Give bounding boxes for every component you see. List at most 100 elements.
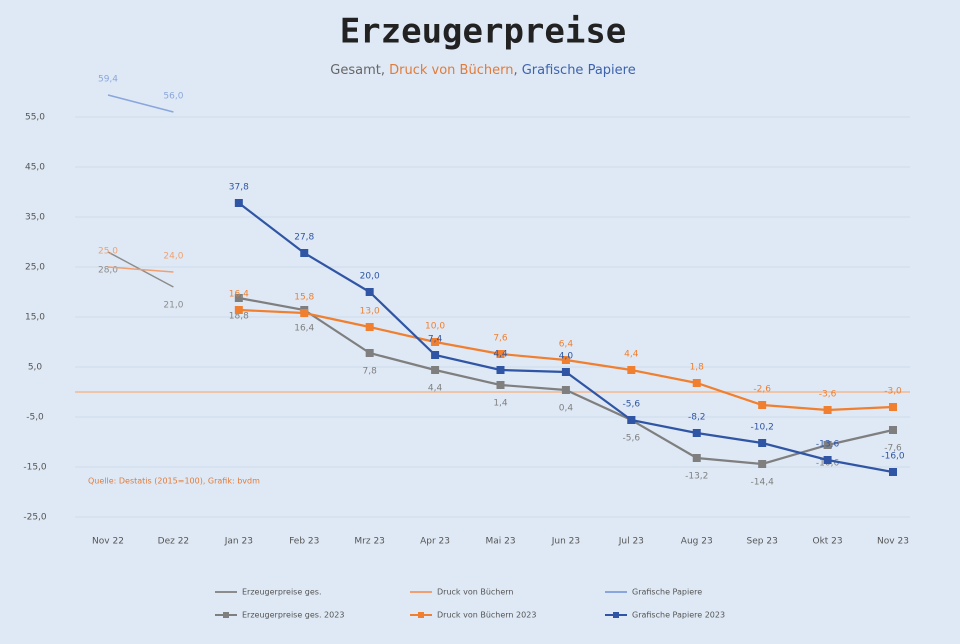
subtitle-part: ,	[381, 63, 389, 78]
data-label: -5,6	[623, 434, 641, 444]
data-label: 4,4	[624, 350, 639, 360]
data-label: 27,8	[294, 233, 314, 243]
legend-label: Druck von Büchern 2023	[437, 611, 536, 620]
data-label: 6,4	[559, 340, 574, 350]
point-marker	[561, 386, 570, 394]
point-marker	[692, 429, 701, 437]
y-tick-label: 25,0	[25, 263, 45, 273]
y-tick-label: 55,0	[25, 113, 45, 123]
data-label: 59,4	[98, 75, 118, 85]
point-marker	[496, 350, 505, 358]
y-tick-label: -25,0	[23, 513, 47, 523]
point-marker	[561, 368, 570, 376]
y-tick-label: -5,0	[26, 413, 44, 423]
data-label: 7,6	[493, 334, 508, 344]
x-tick-label: Jun 23	[551, 537, 580, 547]
data-label: 24,0	[163, 252, 183, 262]
data-label: 1,4	[493, 399, 508, 409]
data-label: -2,6	[753, 385, 771, 395]
legend-label: Grafische Papiere	[632, 588, 702, 597]
legend-label: Druck von Büchern	[437, 588, 514, 597]
data-label: -3,6	[819, 390, 837, 400]
data-label: 15,8	[294, 293, 314, 303]
point-marker	[496, 381, 505, 389]
subtitle-part: Gesamt	[330, 63, 381, 78]
point-marker	[365, 349, 374, 357]
data-label: 13,0	[360, 307, 380, 317]
y-tick-label: 35,0	[25, 213, 45, 223]
point-marker	[365, 288, 374, 296]
point-marker	[889, 426, 897, 434]
x-tick-label: Nov 22	[92, 537, 124, 547]
point-marker	[561, 356, 570, 364]
data-label: 4,4	[493, 350, 508, 360]
point-marker	[431, 351, 440, 359]
subtitle-part: ,	[513, 63, 521, 78]
x-tick-label: Jul 23	[618, 537, 644, 547]
data-label: -13,6	[816, 440, 840, 450]
data-label: 25,0	[98, 247, 118, 257]
point-marker	[823, 456, 832, 464]
x-tick-label: Mai 23	[485, 537, 515, 547]
point-marker	[823, 441, 832, 449]
data-label: -16,0	[881, 452, 905, 462]
data-label: 1,8	[690, 363, 705, 373]
data-label: 16,4	[294, 324, 314, 334]
subtitle-part: Grafische Papiere	[522, 63, 636, 78]
series-line	[107, 266, 174, 273]
annotation: Quelle: Destatis (2015=100), Grafik: bvd…	[88, 477, 260, 486]
point-marker	[365, 323, 374, 331]
point-marker	[234, 294, 243, 302]
subtitle-part: Druck von Büchern	[389, 63, 513, 78]
data-label: 21,0	[163, 301, 183, 311]
point-marker	[758, 460, 767, 468]
x-tick-label: Nov 23	[877, 537, 909, 547]
legend-label: Grafische Papiere 2023	[632, 611, 725, 620]
data-label: 16,4	[229, 290, 249, 300]
y-tick-label: 15,0	[25, 313, 45, 323]
data-label: 10,0	[425, 322, 445, 332]
x-tick-label: Mrz 23	[354, 537, 385, 547]
point-marker	[234, 306, 243, 314]
point-marker	[889, 468, 897, 476]
legend-label: Erzeugerpreise ges.	[242, 588, 322, 597]
point-marker	[234, 199, 243, 207]
legend-marker	[418, 612, 424, 618]
x-tick-label: Aug 23	[681, 537, 713, 547]
series-line	[107, 94, 174, 113]
point-marker	[300, 309, 309, 317]
y-tick-label: 45,0	[25, 163, 45, 173]
point-marker	[431, 366, 440, 374]
x-tick-label: Apr 23	[420, 537, 450, 547]
point-marker	[758, 439, 767, 447]
data-label: 28,0	[98, 266, 118, 276]
x-tick-label: Feb 23	[289, 537, 319, 547]
point-marker	[431, 338, 440, 346]
chart-title: Erzeugerpreise	[340, 12, 627, 52]
data-label: 0,4	[559, 404, 574, 414]
data-label: 37,8	[229, 183, 249, 193]
data-label: 56,0	[163, 92, 183, 102]
point-marker	[627, 416, 636, 424]
point-marker	[627, 366, 636, 374]
x-tick-label: Jan 23	[224, 537, 253, 547]
point-marker	[692, 379, 701, 387]
data-label: 4,0	[559, 352, 574, 362]
legend-label: Erzeugerpreise ges. 2023	[242, 611, 344, 620]
data-label: -13,2	[685, 472, 708, 482]
point-marker	[496, 366, 505, 374]
legend-marker	[223, 612, 229, 618]
point-marker	[692, 454, 701, 462]
data-label: -5,6	[623, 400, 641, 410]
legend-marker	[613, 612, 619, 618]
point-marker	[758, 401, 767, 409]
x-tick-label: Sep 23	[747, 537, 778, 547]
data-label: 7,8	[363, 367, 378, 377]
data-label: -3,0	[884, 387, 902, 397]
data-label: -8,2	[688, 413, 706, 423]
data-label: 18,8	[229, 312, 249, 322]
point-marker	[889, 403, 897, 411]
x-tick-label: Okt 23	[813, 537, 843, 547]
